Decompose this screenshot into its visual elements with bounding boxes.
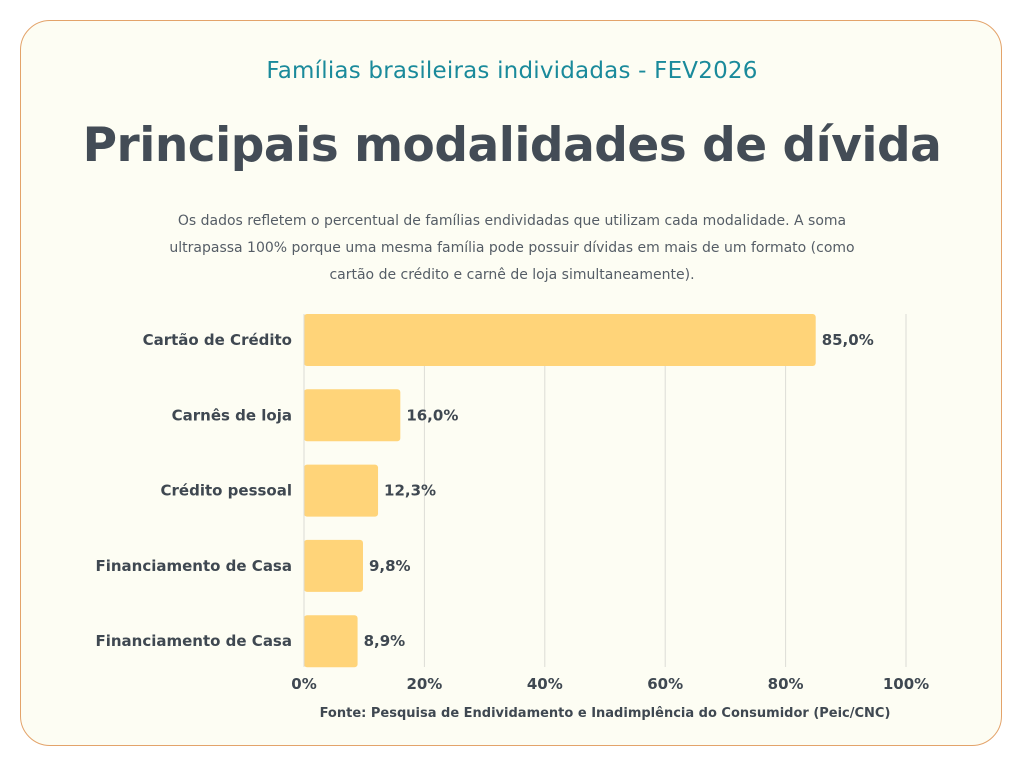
category-label: Carnês de loja [172, 406, 292, 424]
category-label: Financiamento de Casa [95, 632, 292, 650]
x-tick-label: 20% [406, 675, 442, 693]
x-tick-label: 80% [768, 675, 804, 693]
category-label: Crédito pessoal [161, 482, 293, 500]
data-label: 85,0% [822, 331, 874, 349]
bar [304, 314, 816, 366]
bar [304, 464, 379, 517]
data-label: 12,3% [384, 482, 436, 500]
data-label: 16,0% [406, 406, 458, 424]
x-tick-label: 60% [647, 675, 683, 693]
x-tick-label: 40% [527, 675, 563, 693]
x-tick-label: 100% [883, 675, 929, 693]
data-label: 8,9% [364, 632, 406, 650]
source-note: Fonte: Pesquisa de Endividamento e Inadi… [319, 706, 891, 721]
bar [304, 389, 401, 442]
chart-title: Principais modalidades de dívida [82, 118, 942, 173]
data-label: 9,8% [369, 557, 411, 575]
chart-card [20, 20, 1002, 746]
bar [304, 539, 363, 592]
bar [304, 615, 358, 668]
category-label: Financiamento de Casa [95, 557, 292, 575]
x-tick-label: 0% [291, 675, 316, 693]
chart-description: Os dados refletem o percentual de famíli… [169, 213, 855, 283]
category-label: Cartão de Crédito [143, 331, 292, 349]
chart-subtitle: Famílias brasileiras individadas - FEV20… [266, 58, 758, 84]
